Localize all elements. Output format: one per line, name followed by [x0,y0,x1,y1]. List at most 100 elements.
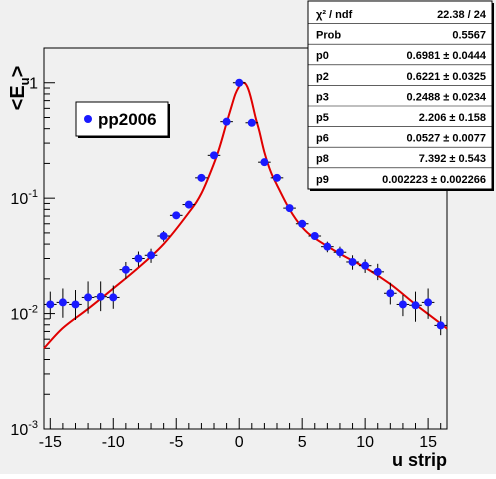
data-marker [96,292,105,301]
data-point [333,246,347,258]
data-marker [46,300,55,309]
stats-row-label: p0 [316,50,329,62]
data-marker [398,300,407,309]
data-marker [247,118,256,127]
y-axis-label-end: > [7,66,29,78]
data-point [157,230,170,242]
x-tick-label: 5 [298,434,307,451]
data-point [94,281,107,312]
stats-row-label: Prob [316,30,341,42]
data-point [44,291,57,319]
data-marker [159,232,168,241]
stats-box: χ² / ndf 22.38 / 24 Prob 0.5567 p0 0.6981 ± 0… [307,0,494,191]
data-marker [424,298,433,307]
x-tick-label: -15 [39,434,62,451]
stats-box-shadow [492,3,494,191]
data-point [258,158,271,167]
stats-row-value: 0.5567 [452,30,486,42]
y-tick-base: 10 [10,422,28,439]
stats-row-value: 2.206 ± 0.158 [419,112,486,124]
data-marker [298,219,307,228]
legend-marker [84,115,92,123]
stats-row-value: 0.0527 ± 0.0077 [407,133,486,145]
data-point [295,219,309,228]
data-point [195,173,208,182]
data-marker [121,265,130,274]
legend: pp2006 [75,101,170,138]
data-point [132,251,145,267]
data-marker [260,158,269,167]
data-point [182,200,196,209]
data-marker [172,211,181,220]
data-marker [84,293,93,302]
x-tick-label: 10 [356,434,374,451]
data-point [434,316,447,336]
data-point [144,248,158,263]
data-point [270,173,284,182]
data-marker [272,173,281,182]
legend-shadow-bottom [78,136,170,138]
x-axis-label: u strip [392,450,447,470]
stats-box-shadow-bottom [310,189,494,191]
data-point [384,282,397,305]
stats-row-value: 0.6221 ± 0.0325 [407,71,486,83]
data-point [321,241,334,253]
stats-rows: χ² / ndf 22.38 / 24 Prob 0.5567 p0 0.6981 ± 0… [308,9,492,186]
stats-row-label: p3 [316,91,329,103]
data-marker [184,200,193,209]
y-tick-label: 10-3 [10,419,38,439]
data-point [169,211,183,220]
data-marker [58,298,67,307]
stats-row-label: p9 [316,174,329,186]
y-axis-label-main: <E [7,85,29,110]
y-tick-base: 10 [10,307,28,324]
y-tick-exponent: -3 [28,419,38,431]
data-marker [210,151,219,160]
x-tick-label: 0 [235,434,244,451]
data-point [396,294,410,317]
data-marker [147,251,156,260]
data-point [119,261,133,279]
stats-row-value: 0.002223 ± 0.002266 [382,174,486,186]
stats-box-bg [307,0,493,190]
x-tick-label: -5 [169,434,183,451]
data-marker [436,321,445,330]
y-axis-label-sub: u [17,77,32,85]
y-tick-label: 1 [29,76,38,93]
stats-row-value: 0.6981 ± 0.0444 [407,50,487,62]
points-layer [44,78,447,336]
data-point [371,263,385,281]
stats-row-label: p2 [316,71,329,83]
data-marker [235,78,244,87]
y-axis-label: <Eu> [7,66,32,111]
data-marker [411,301,420,310]
stats-row-value: 0.2488 ± 0.0234 [407,91,487,103]
data-marker [197,173,206,182]
data-marker [310,232,319,241]
data-point [56,288,70,318]
legend-shadow [168,104,170,138]
data-marker [109,293,118,302]
data-point [106,285,120,309]
data-marker [222,117,231,126]
data-point [81,281,95,314]
stats-row-label: χ² / ndf [316,9,353,21]
stats-row-value: 22.38 / 24 [437,9,487,21]
legend-label: pp2006 [98,110,157,129]
data-point [69,290,82,320]
stats-row-value: 7.392 ± 0.543 [419,153,486,165]
data-point [421,288,435,319]
x-tick-label: -10 [102,434,125,451]
data-point [245,118,259,127]
y-tick-label: 10-1 [10,188,38,208]
stats-row-label: p6 [316,133,329,145]
data-point [409,291,422,322]
data-marker [134,254,143,263]
y-tick-base: 10 [10,191,28,208]
data-marker [285,204,294,213]
plot-frame [43,47,448,430]
data-marker [335,248,344,257]
